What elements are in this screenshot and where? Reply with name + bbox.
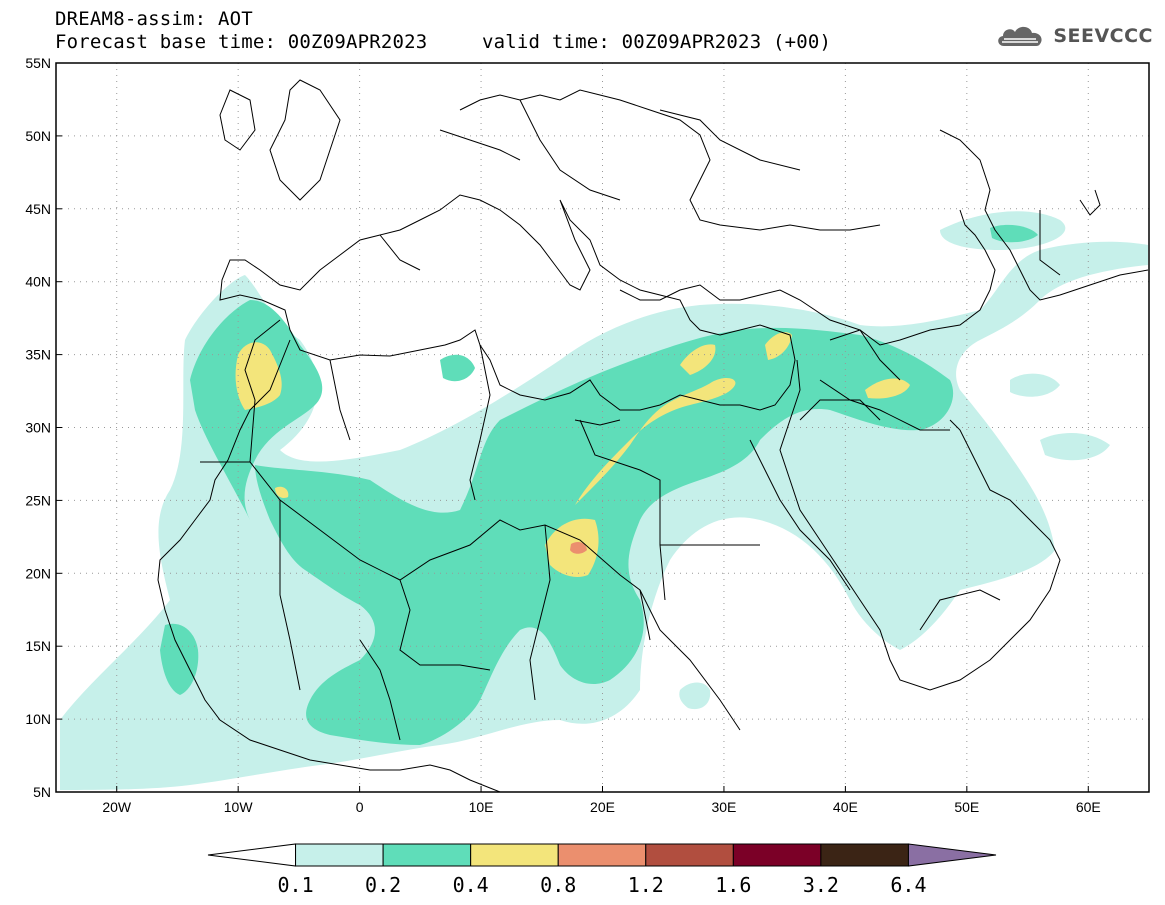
lon-label: 0 [356, 799, 364, 815]
lat-label: 10N [25, 711, 51, 727]
valid-time-label: valid time: 00Z09APR2023 (+00) [482, 31, 832, 53]
lon-label: 30E [711, 799, 736, 815]
lat-label: 5N [33, 784, 51, 800]
lat-label: 40N [25, 274, 51, 290]
colorbar-segment [207, 843, 297, 867]
colorbar-segment [557, 843, 647, 867]
lat-label: 20N [25, 565, 51, 581]
lon-label: 50E [954, 799, 979, 815]
colorbar-label: 6.4 [890, 873, 926, 897]
base-time-label: Forecast base time: 00Z09APR2023 [55, 31, 428, 53]
lat-label: 25N [25, 492, 51, 508]
lon-labels: 20W 10W 0 10E 20E 30E 40E 50E 60E [102, 799, 1100, 815]
colorbar-label: 0.8 [540, 873, 576, 897]
lat-label: 35N [25, 347, 51, 363]
colorbar-label: 0.4 [453, 873, 489, 897]
axis-ticks [56, 62, 1089, 793]
lat-label: 30N [25, 420, 51, 436]
lon-label: 10W [224, 799, 254, 815]
colorbar-segment [295, 843, 384, 867]
colorbar-segment [732, 843, 822, 867]
title-line-1: DREAM8-assim: AOT [55, 8, 253, 30]
colorbar-segment [820, 843, 909, 867]
aot-band-0-2 [160, 224, 1038, 745]
lon-label: 20E [590, 799, 615, 815]
colorbar-label: 0.1 [277, 873, 313, 897]
colorbar-label: 1.6 [715, 873, 751, 897]
lat-labels: 55N 50N 45N 40N 35N 30N 25N 20N 15N 10N 5N [25, 55, 51, 800]
aot-field [60, 211, 1148, 791]
colorbar-segment [645, 843, 734, 867]
lat-label: 50N [25, 128, 51, 144]
colorbar-label: 3.2 [803, 873, 839, 897]
cloud-icon [998, 26, 1042, 46]
aot-band-0-8 [570, 542, 587, 554]
lon-label: 60E [1076, 799, 1101, 815]
lat-label: 55N [25, 55, 51, 71]
country-borders [200, 99, 1001, 741]
lat-label: 45N [25, 201, 51, 217]
seevccc-logo: SEEVCCC [994, 22, 1153, 50]
lon-label: 40E [833, 799, 858, 815]
grid-lines [56, 63, 1149, 792]
coastlines [157, 79, 1149, 792]
lon-label: 20W [102, 799, 132, 815]
colorbar-segment [382, 843, 472, 867]
lon-label: 10E [469, 799, 494, 815]
colorbar-segment [907, 843, 997, 867]
logo-text: SEEVCCC [1053, 25, 1153, 47]
colorbar-segment [470, 843, 559, 867]
title-line-2: Forecast base time: 00Z09APR2023 valid t… [55, 31, 831, 53]
colorbar-label: 0.2 [365, 873, 401, 897]
lat-label: 15N [25, 638, 51, 654]
colorbar-label: 1.2 [628, 873, 664, 897]
